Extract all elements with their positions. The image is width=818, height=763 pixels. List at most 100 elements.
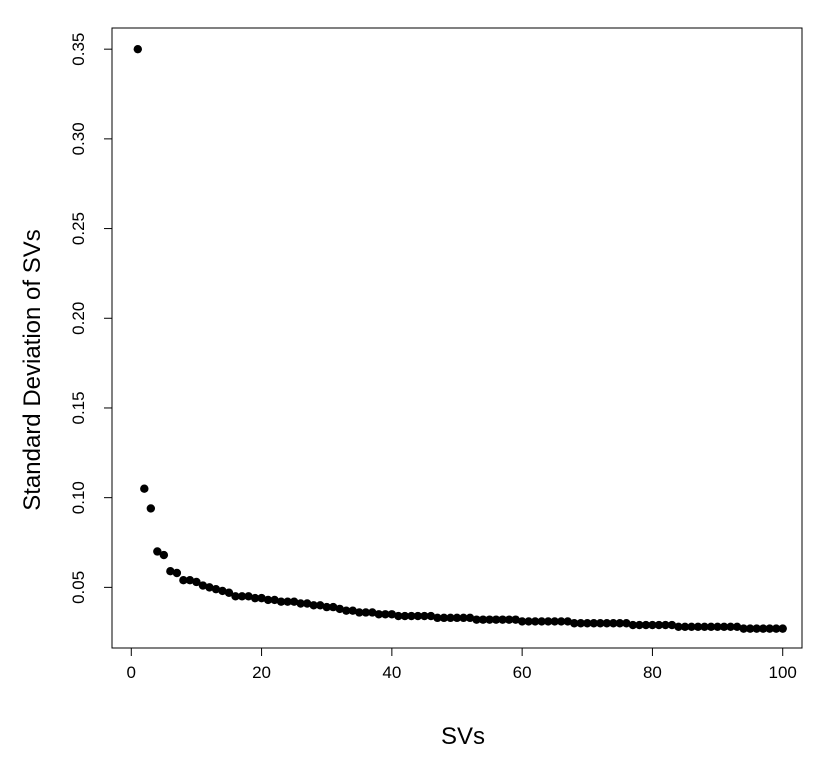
data-point — [407, 611, 416, 621]
data-point — [648, 620, 657, 630]
data-point — [635, 620, 644, 630]
y-tick-label: 0.20 — [69, 302, 88, 335]
data-point — [641, 620, 651, 630]
data-point — [622, 619, 631, 628]
data-point — [511, 615, 520, 624]
data-point — [530, 617, 540, 626]
data-point — [439, 613, 449, 623]
data-point — [205, 583, 214, 592]
data-point — [211, 584, 221, 594]
data-point — [348, 606, 357, 615]
data-point — [772, 624, 781, 633]
data-point — [544, 617, 553, 626]
data-point — [602, 619, 612, 628]
data-point — [524, 617, 533, 626]
data-point — [661, 620, 670, 630]
data-point — [335, 604, 344, 614]
data-point — [283, 597, 292, 606]
data-point — [387, 610, 397, 619]
data-point — [700, 622, 709, 632]
data-point — [270, 595, 279, 605]
x-tick-label: 0 — [127, 663, 136, 682]
data-point — [224, 588, 234, 597]
data-point — [491, 615, 501, 624]
data-point — [732, 622, 742, 632]
data-point — [667, 620, 677, 630]
data-point — [745, 624, 755, 633]
data-point — [361, 608, 370, 617]
y-tick-label: 0.30 — [69, 122, 88, 155]
y-tick-label: 0.10 — [69, 481, 88, 514]
data-point — [654, 620, 664, 630]
data-point — [570, 619, 579, 628]
data-point — [752, 624, 761, 633]
data-point — [615, 619, 625, 628]
data-point — [140, 484, 149, 493]
y-tick-label: 0.15 — [69, 391, 88, 424]
data-point — [693, 622, 703, 632]
data-point — [355, 608, 364, 617]
data-point — [368, 608, 377, 617]
data-point — [765, 624, 774, 633]
data-point — [192, 577, 201, 587]
plot-frame — [111, 27, 803, 649]
data-point — [381, 610, 390, 619]
data-point — [426, 611, 436, 621]
data-point — [146, 504, 156, 513]
data-point — [185, 575, 195, 585]
data-point — [179, 575, 188, 585]
data-point — [537, 617, 546, 626]
data-point — [159, 550, 169, 560]
data-point — [322, 602, 331, 612]
data-point — [719, 622, 729, 632]
data-point — [674, 622, 683, 632]
data-point — [550, 617, 559, 626]
data-point — [433, 613, 442, 623]
data-point — [465, 613, 475, 623]
x-tick-label: 80 — [643, 663, 662, 682]
data-point — [276, 597, 286, 606]
data-point — [576, 619, 585, 628]
data-point — [231, 592, 240, 601]
data-point — [459, 613, 468, 623]
data-point — [713, 622, 722, 632]
y-tick-label: 0.25 — [69, 212, 88, 245]
data-point — [394, 611, 403, 621]
data-point — [166, 567, 175, 576]
data-point — [289, 597, 299, 606]
y-axis: 0.05 0.10 0.15 0.20 0.25 0.30 0.35 — [69, 33, 113, 604]
data-point — [263, 595, 273, 605]
data-point — [739, 624, 748, 633]
data-point — [557, 617, 566, 626]
data-point — [609, 619, 618, 628]
x-tick-label: 60 — [513, 663, 532, 682]
y-tick-label: 0.35 — [69, 33, 88, 66]
data-point — [446, 613, 455, 623]
x-tick-label: 100 — [769, 663, 797, 682]
data-point — [452, 613, 462, 623]
x-axis-title: SVs — [441, 723, 485, 750]
data-point — [296, 599, 305, 608]
x-tick-label: 40 — [382, 663, 401, 682]
data-point — [133, 44, 142, 54]
data-point — [498, 615, 507, 624]
y-tick-label: 0.05 — [69, 571, 88, 604]
data-point — [250, 593, 260, 603]
data-points — [133, 44, 787, 633]
data-point — [517, 617, 527, 626]
data-point — [680, 622, 690, 632]
data-point — [315, 601, 325, 610]
data-point — [172, 568, 182, 578]
data-point — [472, 615, 481, 624]
data-point — [244, 592, 253, 601]
data-point — [309, 601, 318, 610]
data-point — [687, 622, 696, 632]
data-point — [758, 624, 768, 633]
data-point — [504, 615, 514, 624]
data-point — [583, 619, 592, 628]
x-axis: 0 20 40 60 80 100 — [127, 647, 797, 682]
data-point — [706, 622, 716, 632]
data-point — [413, 611, 423, 621]
y-axis-title: Standard Deviation of SVs — [19, 229, 46, 511]
data-point — [485, 615, 494, 624]
